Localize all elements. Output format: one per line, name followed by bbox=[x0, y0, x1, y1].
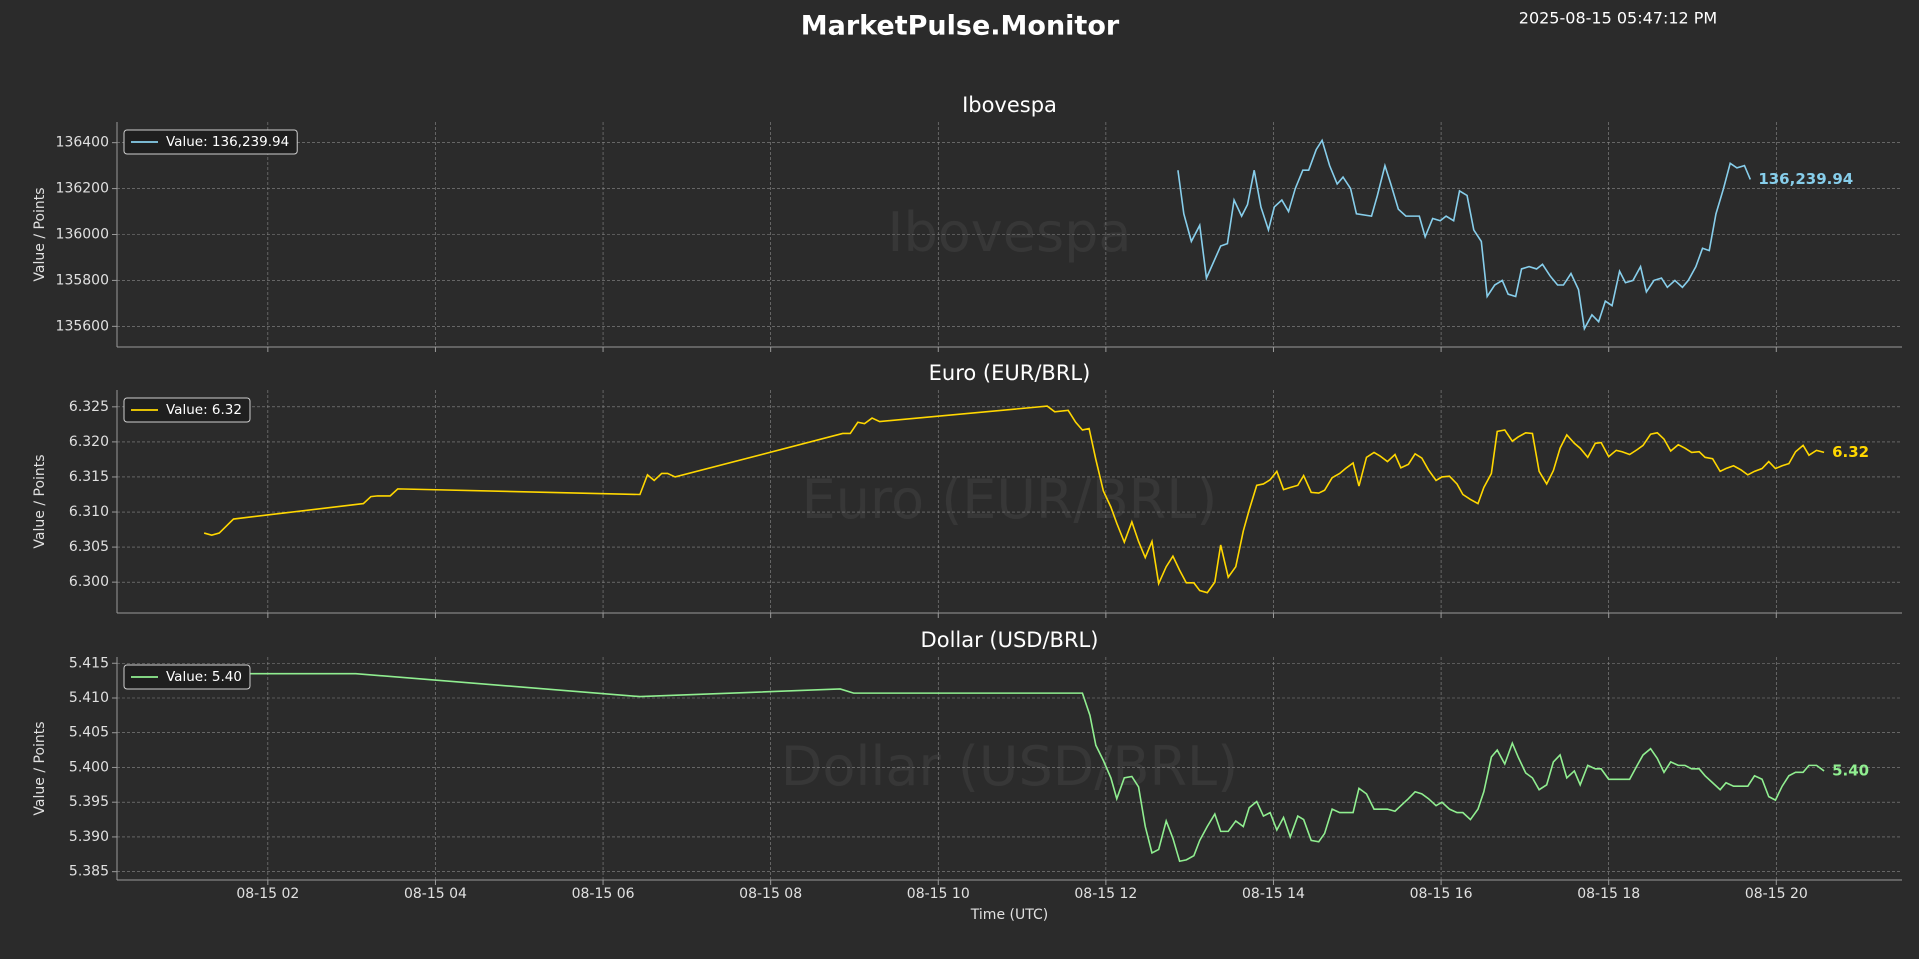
y-tick-label: 136400 bbox=[56, 135, 109, 151]
x-tick-label: 08-15 10 bbox=[907, 886, 970, 902]
legend-label: Value: 5.40 bbox=[166, 669, 242, 685]
y-tick-label: 6.325 bbox=[69, 399, 109, 415]
x-tick-label: 08-15 08 bbox=[739, 886, 802, 902]
chart-title: Dollar (USD/BRL) bbox=[921, 628, 1099, 652]
series-line bbox=[1177, 138, 1752, 332]
series-line bbox=[203, 405, 1825, 594]
legend-label: Value: 6.32 bbox=[166, 402, 242, 418]
y-tick-label: 6.320 bbox=[69, 434, 109, 450]
y-axis-label: Value / Points bbox=[32, 187, 48, 281]
y-axis-label: Value / Points bbox=[32, 721, 48, 815]
y-tick-label: 5.395 bbox=[69, 794, 109, 810]
y-axis-label: Value / Points bbox=[32, 454, 48, 548]
legend-box bbox=[123, 129, 298, 155]
legend-box bbox=[123, 664, 251, 690]
y-tick-label: 6.315 bbox=[69, 469, 109, 485]
y-tick-label: 135800 bbox=[56, 272, 109, 288]
watermark: Ibovespa bbox=[888, 201, 1132, 264]
series-line bbox=[135, 672, 1825, 863]
end-label: 5.40 bbox=[1832, 761, 1869, 779]
legend-label: Value: 136,239.94 bbox=[166, 134, 289, 150]
y-tick-label: 5.400 bbox=[69, 759, 109, 775]
timestamp: 2025-08-15 05:47:12 PM bbox=[1519, 9, 1717, 28]
y-tick-label: 136000 bbox=[56, 227, 109, 243]
y-tick-label: 5.390 bbox=[69, 829, 109, 845]
watermark: Dollar (USD/BRL) bbox=[781, 735, 1238, 798]
y-tick-label: 135600 bbox=[56, 318, 109, 334]
y-tick-label: 136200 bbox=[56, 181, 109, 197]
y-tick-label: 5.405 bbox=[69, 725, 109, 741]
x-tick-label: 08-15 06 bbox=[572, 886, 635, 902]
y-tick-label: 5.410 bbox=[69, 690, 109, 706]
end-label: 136,239.94 bbox=[1758, 170, 1853, 188]
y-tick-label: 6.305 bbox=[69, 539, 109, 555]
x-tick-label: 08-15 04 bbox=[404, 886, 467, 902]
x-axis-label: Time (UTC) bbox=[970, 907, 1048, 923]
app-title: MarketPulse.Monitor bbox=[801, 11, 1120, 42]
legend-box bbox=[123, 397, 251, 423]
x-tick-label: 08-15 14 bbox=[1242, 886, 1305, 902]
chart-title: Euro (EUR/BRL) bbox=[929, 361, 1091, 385]
end-label: 6.32 bbox=[1832, 443, 1869, 461]
x-tick-label: 08-15 18 bbox=[1577, 886, 1640, 902]
x-tick-label: 08-15 02 bbox=[236, 886, 299, 902]
watermark: Euro (EUR/BRL) bbox=[802, 468, 1218, 531]
y-tick-label: 6.300 bbox=[69, 574, 109, 590]
x-tick-label: 08-15 16 bbox=[1410, 886, 1473, 902]
y-tick-label: 6.310 bbox=[69, 504, 109, 520]
x-tick-label: 08-15 12 bbox=[1074, 886, 1137, 902]
y-tick-label: 5.415 bbox=[69, 655, 109, 671]
x-tick-label: 08-15 20 bbox=[1745, 886, 1808, 902]
y-tick-label: 5.385 bbox=[69, 864, 109, 880]
chart-title: Ibovespa bbox=[962, 93, 1057, 117]
